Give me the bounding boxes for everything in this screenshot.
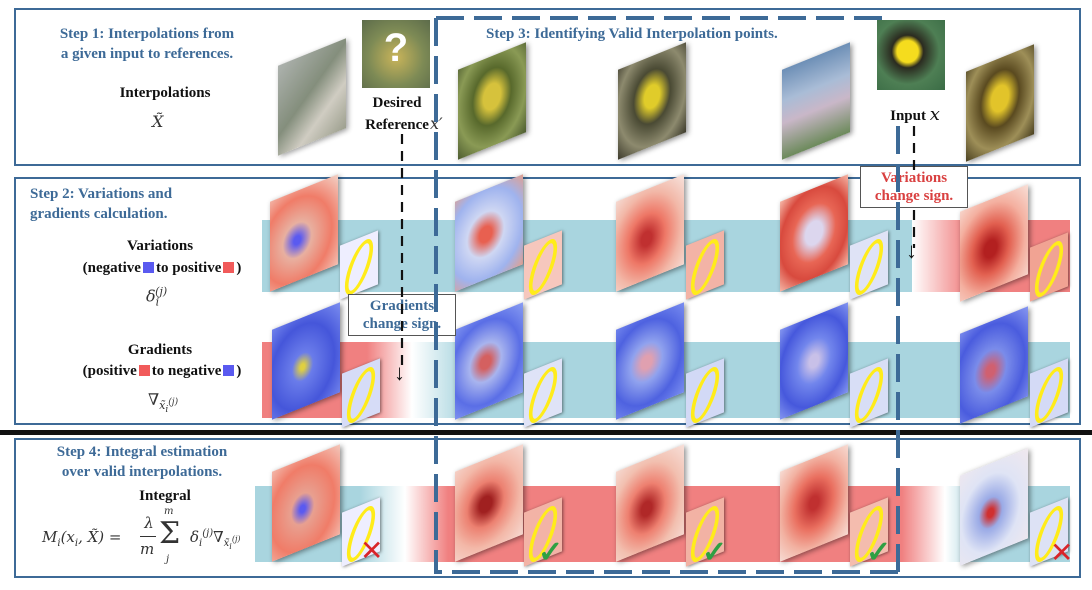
grad-legend-negative-text: to negative <box>151 363 222 379</box>
step1-title-line1: Step 1: Interpolations from <box>59 26 235 42</box>
input-label-text: Input <box>890 108 926 124</box>
step2-title: Step 2: Variations and gradients calcula… <box>30 184 240 224</box>
desired-label-line2-row: Reference <box>352 114 442 136</box>
desired-reference-label: Desired Reference <box>352 92 442 136</box>
input-label: Input x <box>875 104 955 125</box>
grad-legend-close: ) <box>236 363 242 379</box>
interpolations-symbol: X̃ <box>152 112 164 131</box>
input-symbol: x <box>929 104 940 125</box>
step4-title-line1: Step 4: Integral estimation <box>56 444 228 460</box>
step4-title-line2: over valid interpolations. <box>61 464 223 480</box>
step4-title: Step 4: Integral estimation over valid i… <box>22 442 262 482</box>
reference-symbol: x′ <box>430 114 443 133</box>
input-image <box>877 20 945 90</box>
integral-formula: Mi(xi, X̃) = λ m m Σ j δi(j)∇x̃i(j) <box>42 506 241 565</box>
desired-label-line1: Desired <box>372 95 422 111</box>
gradients-label: Gradients <box>127 342 193 358</box>
valid-mark-3: ✓ <box>702 536 728 569</box>
reference-image: ? <box>362 20 430 88</box>
step1-title: Step 1: Interpolations from a given inpu… <box>32 24 262 64</box>
negative-swatch <box>142 262 154 273</box>
desired-label-line2: Reference <box>365 117 429 133</box>
var-legend-negative-text: (negative <box>82 260 141 276</box>
invalid-mark-1: ✕ <box>360 536 384 567</box>
positive-swatch <box>223 262 235 273</box>
step2-title-line2: gradients calculation. <box>30 206 168 222</box>
integral-label: Integral <box>139 488 191 504</box>
step2-title-line1: Step 2: Variations and <box>30 186 173 202</box>
reference-arrow-icon: ↓ <box>394 360 405 385</box>
var-legend-close: ) <box>236 260 242 276</box>
gradient-symbol: ∇x̃i(j) <box>148 390 179 416</box>
valid-mark-2: ✓ <box>538 536 564 569</box>
step1-title-line2: a given input to references. <box>60 46 234 62</box>
variations-change-sign-callout: Variations change sign. <box>860 166 968 208</box>
valid-mark-4: ✓ <box>866 536 892 569</box>
interpolations-label: Interpolations <box>119 85 211 101</box>
variations-label: Variations <box>126 238 194 254</box>
variations-legend: (negative to positive) <box>42 260 282 277</box>
variation-symbol: δi(j) <box>146 285 168 309</box>
positive-swatch-2 <box>138 365 150 376</box>
section-divider <box>0 430 1092 435</box>
negative-swatch-2 <box>223 365 235 376</box>
question-mark-icon: ? <box>383 26 409 70</box>
var-legend-positive-text: to positive <box>155 260 222 276</box>
input-arrow-icon: ↓ <box>906 238 917 263</box>
invalid-mark-5: ✕ <box>1050 538 1074 569</box>
variations-callout-line2: change sign. <box>874 188 954 204</box>
grad-legend-positive-text: (positive <box>82 363 137 379</box>
step3-title: Step 3: Identifying Valid Interpolation … <box>486 26 778 42</box>
gradients-legend: (positive to negative) <box>42 363 282 380</box>
step3-dashed-frame <box>434 16 900 574</box>
